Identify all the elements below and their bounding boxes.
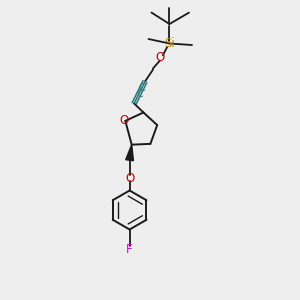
Text: F: F [126,243,133,256]
Text: C: C [136,89,143,99]
Text: Si: Si [164,37,175,50]
Text: O: O [156,51,165,64]
Text: C: C [139,83,146,93]
Text: O: O [120,114,129,128]
Polygon shape [126,145,134,161]
Text: O: O [125,172,134,185]
